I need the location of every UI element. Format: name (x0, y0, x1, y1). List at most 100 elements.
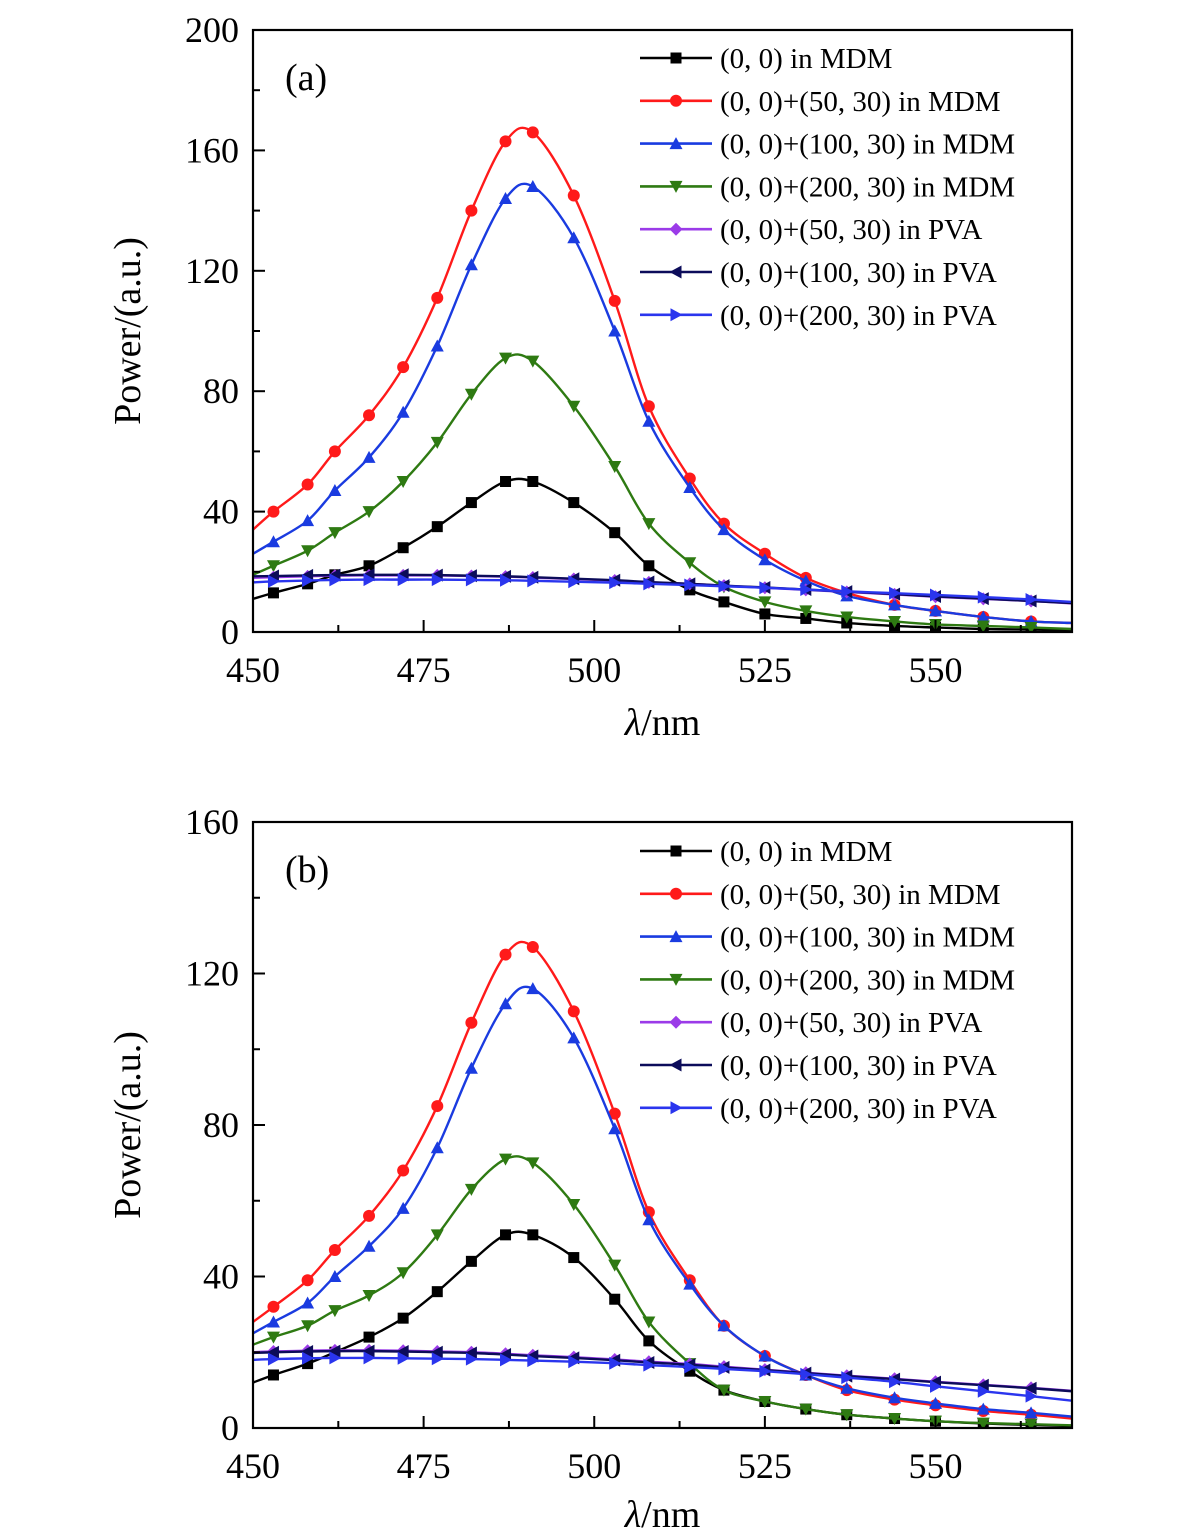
data-point (500, 1353, 513, 1367)
data-point (465, 1016, 478, 1029)
legend-marker (670, 887, 682, 900)
legend-item: (0, 0) in MDM (640, 836, 892, 868)
chart-panel-b: 450 475 500 525 550 0 40 80 120 160 λ/nm Power/(a.u… (107, 802, 1074, 1536)
data-point (527, 574, 540, 588)
legend-label: (0, 0)+(200, 30) in PVA (720, 300, 997, 332)
data-point (526, 940, 539, 953)
data-point (397, 361, 410, 374)
data-point (363, 409, 376, 422)
data-point (608, 1122, 622, 1135)
data-point (841, 584, 854, 598)
data-point (363, 560, 375, 572)
data-point (464, 388, 478, 401)
y-tick-label: 120 (185, 954, 239, 994)
legend-label: (0, 0)+(50, 30) in MDM (720, 86, 1001, 118)
data-point (759, 608, 771, 620)
data-point (526, 126, 539, 139)
data-point (527, 1229, 539, 1241)
data-point (430, 339, 444, 352)
data-point (301, 514, 315, 527)
legend-marker (670, 52, 682, 64)
data-point (976, 610, 990, 623)
data-point (643, 560, 655, 572)
data-point (500, 573, 513, 587)
data-point (430, 436, 444, 449)
data-point (683, 557, 697, 570)
data-point (397, 1164, 410, 1177)
series-line (253, 1349, 1072, 1393)
data-point (608, 1107, 621, 1120)
data-point (396, 405, 410, 418)
series-0 (253, 476, 1072, 632)
data-point (758, 1395, 772, 1408)
data-point (430, 1141, 444, 1154)
data-point (718, 596, 730, 608)
data-point (499, 135, 512, 148)
series-line (253, 1155, 1072, 1427)
data-point (567, 1199, 581, 1212)
legend-item: (0, 0)+(200, 30) in MDM (640, 964, 1015, 996)
x-tick-label: 525 (738, 1446, 792, 1486)
legend-label: (0, 0)+(100, 30) in PVA (720, 257, 997, 289)
data-point (464, 1346, 477, 1360)
data-point (608, 1259, 622, 1272)
data-point (430, 1345, 443, 1359)
y-tick-label: 0 (221, 1408, 239, 1448)
data-point (329, 1351, 342, 1365)
data-point (568, 497, 580, 509)
legend-item: (0, 0) in MDM (640, 43, 892, 75)
y-tick-label: 80 (203, 1105, 239, 1145)
series-line (253, 353, 1072, 631)
data-point (328, 484, 342, 497)
data-point (930, 1379, 942, 1393)
data-point (328, 527, 342, 540)
series-3 (253, 1153, 1072, 1428)
series-line (253, 182, 1072, 625)
data-point (465, 1352, 478, 1366)
data-point (526, 355, 540, 368)
data-point (567, 189, 580, 202)
data-point (608, 460, 622, 473)
legend-label: (0, 0)+(100, 30) in PVA (720, 1050, 997, 1082)
data-point (888, 598, 902, 611)
panel-label: (a) (285, 57, 327, 99)
legend-marker (669, 973, 683, 986)
y-tick-label: 200 (185, 10, 239, 50)
y-tick-label: 160 (185, 802, 239, 842)
data-point (929, 604, 942, 617)
data-point (567, 231, 581, 244)
data-point (431, 1286, 443, 1298)
data-point (397, 1351, 410, 1365)
data-point (301, 1344, 314, 1358)
data-point (396, 1267, 410, 1280)
x-tick-label: 475 (397, 1446, 451, 1486)
data-point (301, 1320, 315, 1333)
data-point (526, 1157, 540, 1170)
data-point (267, 1352, 280, 1366)
x-tick-label: 500 (567, 650, 621, 690)
data-point (758, 1349, 772, 1362)
x-axis-title: λ/nm (624, 702, 701, 744)
data-point (267, 574, 280, 588)
legend-label: (0, 0) in MDM (720, 836, 892, 868)
data-point (643, 1335, 655, 1347)
data-point (266, 1345, 279, 1359)
x-tick-label: 550 (909, 1446, 963, 1486)
data-point (840, 611, 854, 624)
data-point (642, 518, 656, 531)
legend-item: (0, 0)+(50, 30) in MDM (640, 86, 1001, 118)
legend-label: (0, 0)+(200, 30) in MDM (720, 964, 1015, 996)
data-point (642, 1213, 656, 1226)
series-3 (253, 352, 1072, 632)
series-0 (253, 1229, 1072, 1428)
data-point (718, 1362, 731, 1376)
data-point (465, 573, 478, 587)
data-point (465, 204, 478, 217)
data-point (362, 506, 376, 519)
data-point (328, 1305, 342, 1318)
data-point (363, 1209, 376, 1222)
y-tick-label: 120 (185, 251, 239, 291)
data-point (526, 180, 540, 193)
data-point (684, 578, 697, 592)
